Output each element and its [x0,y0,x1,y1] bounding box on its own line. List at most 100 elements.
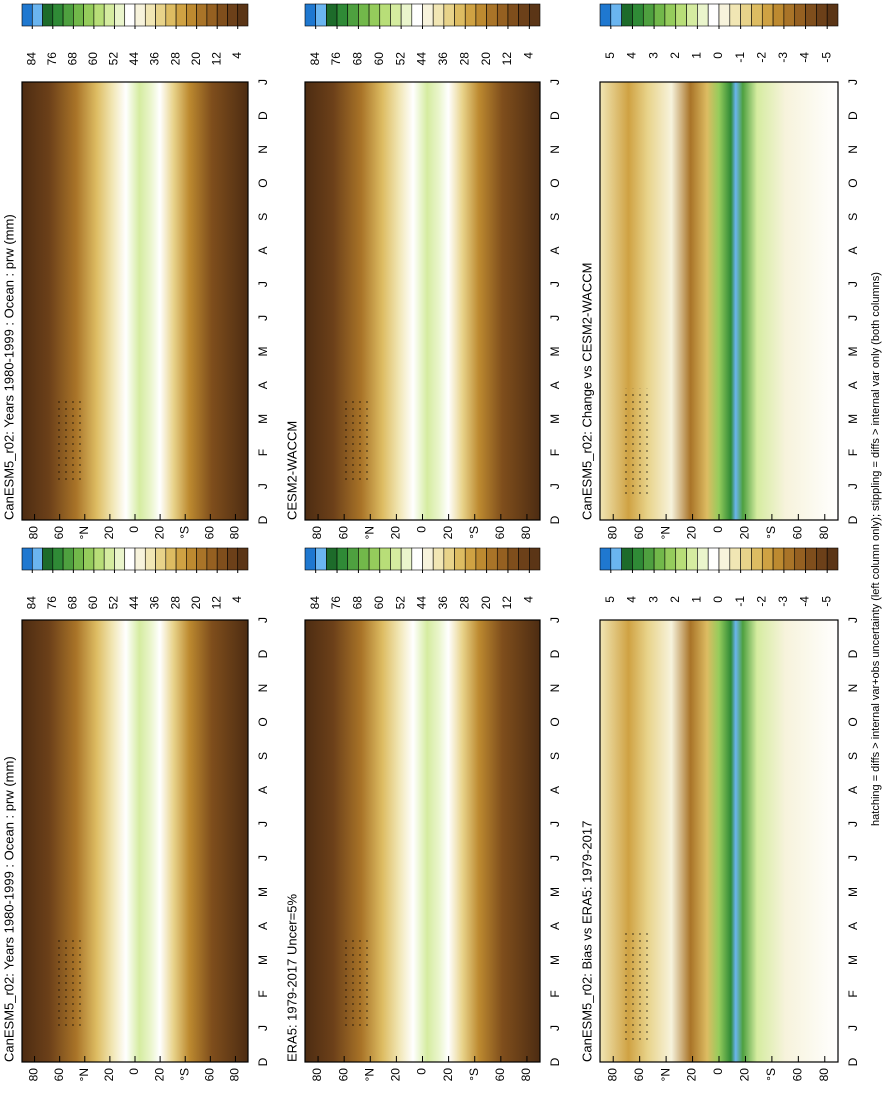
colorbar-label: 20 [189,596,203,610]
colorbar-box [664,547,677,571]
x-tick-label: J [548,315,562,321]
colorbar-box [432,3,445,27]
colorbar-label: -4 [798,596,812,607]
colorbar-box [443,547,455,571]
y-tick-label: 60 [336,526,350,540]
colorbar-box [186,3,197,27]
x-tick-label: M [548,414,562,424]
colorbar-box [443,3,455,27]
colorbar-box [165,547,177,571]
x-tick-label: D [548,649,562,658]
y-tick-label: 0 [415,1068,429,1075]
colorbar-box [175,547,187,571]
colorbar-box [486,3,498,27]
x-tick-label: M [256,414,270,424]
colorbar-label: 4 [625,596,639,603]
stippling [623,388,653,499]
x-tick-label: J [846,855,860,861]
y-tick-label: 0 [415,526,429,533]
colorbar-box [315,3,327,27]
colorbar-box [390,3,402,27]
colorbar-box [507,3,519,27]
colorbar-label: 28 [168,596,182,610]
colorbar-box [686,547,698,571]
colorbar-box [31,3,43,27]
colorbar-box [664,3,677,27]
y-tick-label: 0 [711,1068,725,1075]
y-tick-label: 0 [127,526,141,533]
colorbar-box [144,3,156,27]
y-tick-label: 20 [152,1068,166,1082]
colorbar-box [411,3,423,27]
y-tick-label: 80 [27,526,41,540]
colorbar-box [304,547,316,571]
colorbar-label: 44 [127,52,141,66]
y-tick-label: °N [77,1068,91,1081]
colorbar-box [718,3,731,27]
colorbar-label: 2 [668,52,682,59]
colorbar-box [740,3,752,27]
panel-title: CanESM5_r02: Bias vs ERA5: 1979-2017 [579,821,594,1062]
colorbar-label: 36 [436,596,450,610]
colorbar-box [134,3,146,27]
x-tick-label: J [548,1025,562,1031]
y-tick-label: °N [362,1068,376,1081]
colorbar-box [124,3,136,27]
colorbar-box [347,3,359,27]
colorbar-box [610,3,622,27]
colorbar-box [186,547,197,571]
colorbar-label: 28 [457,596,471,610]
x-tick-label: J [548,79,562,85]
x-tick-label: M [256,347,270,357]
colorbar-box [400,3,413,27]
colorbar-box [227,547,239,571]
x-tick-label: M [548,347,562,357]
colorbar-box [496,547,509,571]
colorbar-label: 68 [66,52,80,66]
y-tick-label: 80 [27,1068,41,1082]
colorbar-box [729,3,741,27]
x-tick-label: N [256,145,270,154]
colorbar-box [772,547,785,571]
colorbar-box [103,547,115,571]
colorbar-label: 60 [86,52,100,66]
colorbar-label: 68 [66,596,80,610]
x-tick-label: S [846,213,860,221]
colorbar-box [475,547,487,571]
x-tick-label: J [256,821,270,827]
x-tick-label: A [846,786,860,794]
colorbar-box [422,3,434,27]
x-tick-label: D [256,515,270,524]
colorbar-label: -5 [819,52,833,63]
colorbar-box [432,547,445,571]
colorbar-box [83,547,95,571]
x-tick-label: N [548,145,562,154]
x-tick-label: S [548,213,562,221]
colorbar-box [206,547,218,571]
x-tick-label: M [548,955,562,965]
y-tick-label: 80 [310,526,324,540]
x-tick-label: M [846,887,860,897]
x-tick-label: A [548,786,562,794]
colorbar-label: -4 [798,52,812,63]
y-tick-label: °S [467,526,481,539]
colorbar-box [454,3,466,27]
colorbar-box [599,3,612,27]
y-tick-label: 20 [685,526,699,540]
colorbar-box [42,3,54,27]
colorbar-box [642,547,655,571]
colorbar-box [751,3,763,27]
y-tick-label: 20 [389,1068,403,1082]
colorbar-label: -3 [776,52,790,63]
x-tick-label: N [256,684,270,693]
y-tick-label: 20 [102,526,116,540]
colorbar-box [529,547,541,571]
x-tick-label: A [548,246,562,254]
colorbar-label: 2 [668,596,682,603]
colorbar-box [816,3,828,27]
y-tick-label: 60 [791,526,805,540]
y-tick-label: 60 [52,526,66,540]
colorbar-label: 44 [415,52,429,66]
y-tick-label: 60 [203,1068,217,1082]
